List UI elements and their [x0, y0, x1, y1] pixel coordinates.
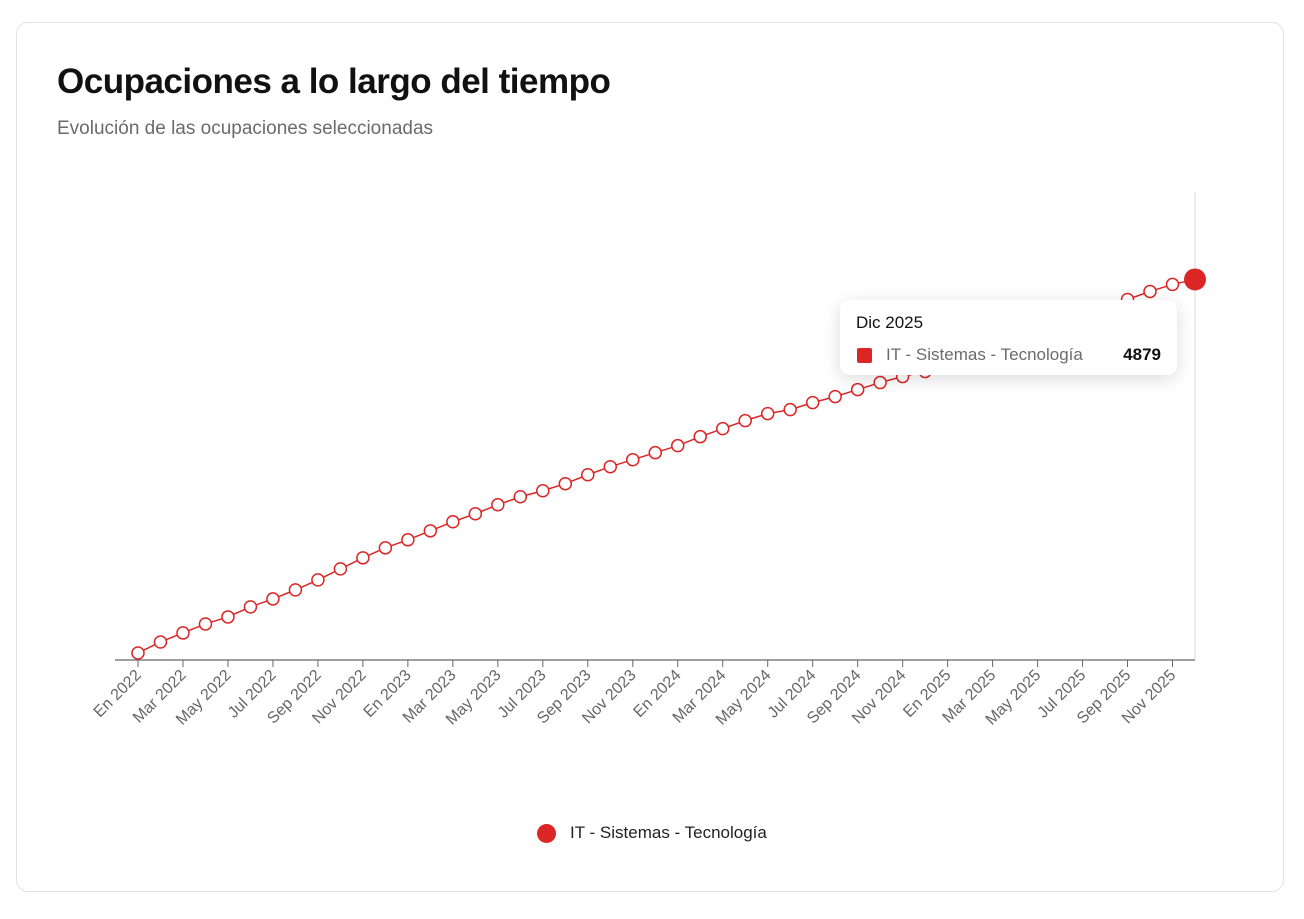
point [378, 541, 393, 555]
point [356, 551, 370, 565]
point [221, 610, 235, 624]
point [491, 498, 505, 512]
card [16, 22, 1284, 892]
point [603, 459, 618, 474]
point [176, 626, 190, 640]
chart-title: Ocupaciones a lo largo del tiempo [57, 62, 611, 101]
point [288, 583, 303, 597]
tooltip-value: 4879 [1123, 345, 1161, 364]
point [558, 476, 573, 491]
point [446, 515, 460, 529]
point [468, 507, 483, 521]
point [760, 406, 775, 421]
point [873, 375, 887, 390]
point [648, 445, 663, 460]
legend-label: IT - Sistemas - Tecnología [570, 823, 767, 842]
point [805, 395, 820, 410]
point [1165, 277, 1180, 292]
chart-subtitle: Evolución de las ocupaciones seleccionad… [57, 118, 434, 139]
point [423, 524, 438, 538]
point [266, 592, 280, 606]
point [401, 533, 415, 547]
point [828, 389, 842, 404]
tooltip-swatch [857, 348, 872, 363]
point [1143, 284, 1157, 299]
point [783, 402, 797, 417]
point [333, 562, 348, 576]
point [738, 413, 752, 428]
legend-swatch [537, 824, 556, 843]
tooltip: Dic 2025 IT - Sistemas - Tecnología 4879 [840, 300, 1177, 375]
point [850, 382, 865, 397]
point [626, 452, 640, 467]
active-point [1184, 268, 1206, 291]
point [670, 438, 685, 453]
point [536, 483, 550, 498]
point [513, 489, 528, 504]
point [311, 573, 325, 587]
point [581, 468, 595, 482]
point [715, 421, 730, 436]
point [198, 617, 213, 631]
tooltip-series: IT - Sistemas - Tecnología [886, 345, 1083, 364]
point [693, 429, 707, 444]
tooltip-title: Dic 2025 [856, 313, 924, 332]
point [243, 600, 258, 614]
point [153, 635, 168, 649]
point [131, 646, 145, 660]
